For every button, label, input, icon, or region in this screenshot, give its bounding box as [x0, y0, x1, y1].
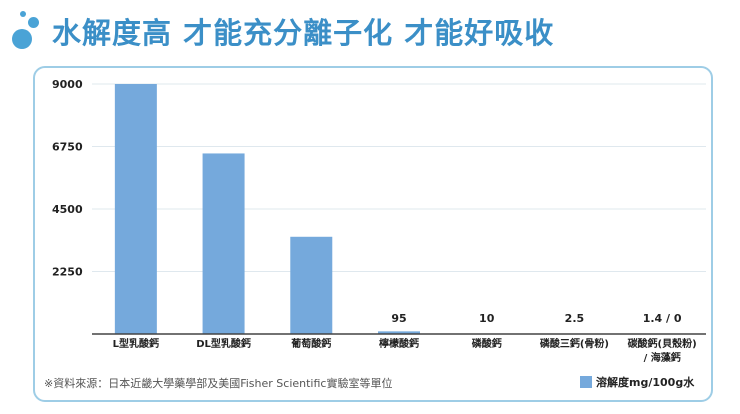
x-tick-label: 碳酸鈣(貝殼粉)	[628, 337, 697, 350]
y-tick-label: 9000	[52, 78, 83, 91]
y-tick-label: 2250	[52, 266, 83, 279]
legend-label: 溶解度mg/100g水	[596, 376, 695, 389]
data-label: 2.5	[565, 312, 585, 325]
y-tick-label: 6750	[52, 141, 83, 154]
x-tick-label: DL型乳酸鈣	[196, 337, 251, 350]
x-tick-label: 磷酸鈣	[472, 337, 502, 350]
legend: 溶解度mg/100g水	[580, 374, 694, 390]
y-tick-label: 4500	[52, 203, 83, 216]
bar	[114, 84, 157, 334]
x-tick-label: 葡萄酸鈣	[290, 337, 331, 350]
legend-swatch	[580, 376, 592, 388]
data-label: 1.4 / 0	[643, 312, 682, 325]
data-label: 10	[479, 312, 495, 325]
x-tick-label: 磷酸三鈣(骨粉)	[540, 337, 609, 350]
bubbles-icon	[8, 9, 46, 53]
x-tick-label: 檸檬酸鈣	[379, 337, 419, 350]
page-title: 水解度高 才能充分離子化 才能好吸收	[52, 16, 555, 50]
bar	[202, 153, 245, 334]
bar	[378, 331, 420, 334]
data-label: 95	[391, 312, 406, 325]
bar	[290, 236, 333, 334]
source-note: ※資料來源：日本近畿大學藥學部及美國Fisher Scientific實驗室等單…	[44, 377, 393, 390]
header: 水解度高 才能充分離子化 才能好吸收	[8, 8, 554, 54]
x-tick-label: / 海藻鈣	[644, 351, 681, 364]
x-tick-label: L型乳酸鈣	[113, 337, 159, 350]
